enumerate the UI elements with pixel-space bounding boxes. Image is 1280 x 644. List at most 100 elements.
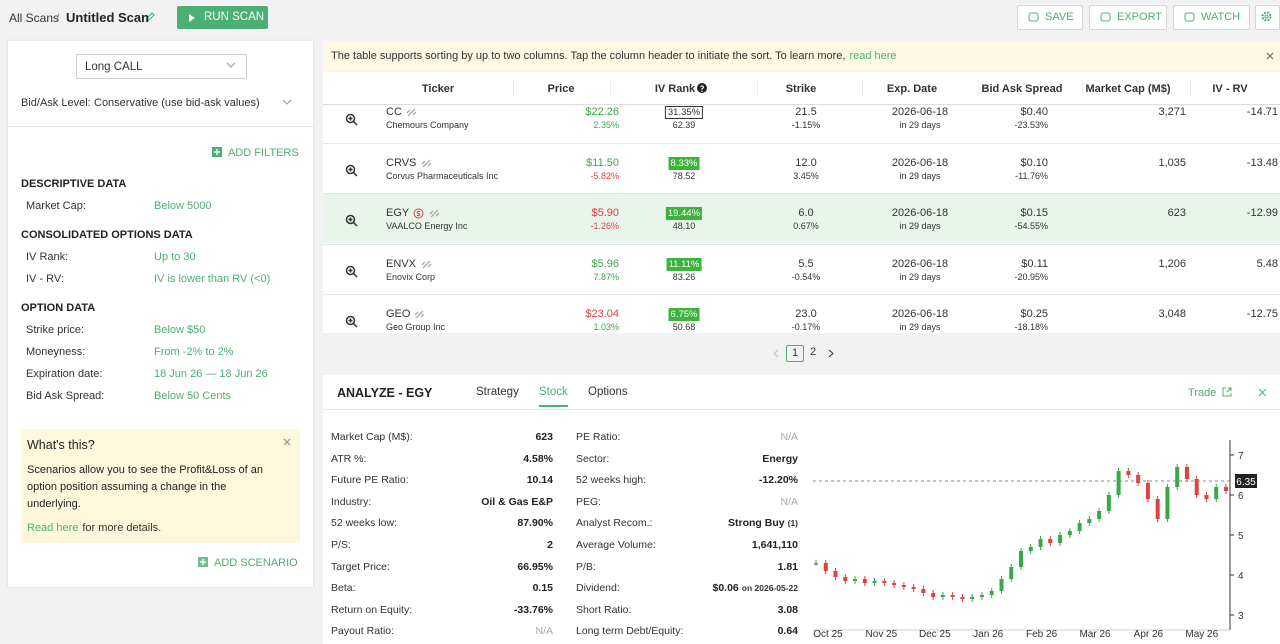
price-change: -5.82% — [590, 170, 619, 181]
gear-icon[interactable] — [1260, 10, 1273, 23]
strike: 21.5 — [795, 106, 817, 118]
ticker[interactable]: CRVS — [386, 156, 417, 169]
column-header[interactable]: IV - RV — [1212, 83, 1248, 95]
run-scan-label[interactable]: RUN SCAN — [204, 11, 265, 23]
tab[interactable]: Strategy — [476, 386, 519, 398]
action-icon[interactable] — [1028, 12, 1039, 22]
notice-link[interactable]: read here — [849, 50, 897, 62]
spread: $0.11 — [1021, 257, 1048, 270]
edit-icon[interactable] — [145, 12, 155, 22]
zoom-icon[interactable] — [345, 113, 358, 126]
tab[interactable]: Stock — [539, 386, 568, 407]
filter-label: Moneyness: — [26, 346, 86, 358]
spread: $0.15 — [1020, 207, 1048, 219]
info-link-suffix: for more details. — [82, 522, 162, 534]
iv-rv: -13.48 — [1246, 156, 1278, 169]
zoom-icon[interactable] — [345, 164, 358, 177]
zoom-icon[interactable] — [345, 315, 358, 328]
strike-sub: 3.45% — [793, 170, 819, 181]
chevron[interactable] — [282, 99, 292, 105]
ticker[interactable]: ENVX — [386, 257, 416, 270]
exp-date: 2026-06-18 — [891, 207, 949, 219]
page-number[interactable]: 1 — [786, 345, 804, 362]
action-label[interactable]: EXPORT — [1117, 11, 1163, 23]
column-header[interactable]: IV Rank — [654, 83, 696, 95]
price: $5.96 — [591, 257, 619, 270]
run-scan-button[interactable] — [177, 6, 268, 29]
trade-link[interactable]: Trade — [1188, 387, 1217, 399]
exp-date: 2026-06-18 — [891, 106, 949, 118]
info-link[interactable]: Read here — [27, 522, 79, 534]
iv-rv: -14.71 — [1246, 106, 1278, 118]
column-header[interactable]: Ticker — [421, 83, 455, 95]
filter-value[interactable]: Below 5000 — [154, 200, 212, 212]
column-separator — [610, 80, 611, 96]
prev-page[interactable] — [773, 349, 779, 358]
link-icon[interactable] — [414, 309, 425, 320]
exp-days: in 29 days — [899, 221, 941, 231]
stat-value: N/A — [535, 625, 553, 637]
filter-value[interactable]: IV is lower than RV (<0) — [154, 273, 271, 285]
add-scenario[interactable]: ADD SCENARIO — [214, 557, 298, 569]
filter-value[interactable]: Below $50 — [154, 324, 206, 336]
column-header[interactable]: Bid Ask Spread — [981, 83, 1063, 95]
column-header[interactable]: Price — [547, 83, 575, 95]
filter-value[interactable]: Up to 30 — [154, 251, 196, 263]
link-icon[interactable] — [429, 208, 440, 219]
spread: $0.10 — [1020, 156, 1048, 169]
stat-value: -33.76% — [514, 604, 553, 616]
close-icon[interactable] — [283, 438, 291, 446]
stat-label: ATR %: — [331, 452, 367, 465]
action-button[interactable] — [1017, 5, 1083, 30]
column-header[interactable]: Strike — [785, 83, 817, 95]
exp-date: 2026-06-18 — [891, 156, 949, 169]
filter-value[interactable]: Below 50 Cents — [154, 390, 232, 402]
action-label[interactable]: WATCH — [1201, 11, 1241, 23]
link-icon[interactable] — [421, 259, 432, 270]
bid-ask-value[interactable]: Conservative (use bid-ask values) — [94, 97, 260, 109]
action-button[interactable] — [1173, 5, 1250, 30]
action-icon[interactable] — [1100, 12, 1111, 22]
stat-label: Target Price: — [331, 560, 390, 573]
plus-icon[interactable] — [198, 557, 208, 567]
stat-value: 623 — [535, 431, 553, 443]
add-filters[interactable]: ADD FILTERS — [228, 147, 299, 159]
ticker[interactable]: EGY — [386, 207, 410, 219]
column-header[interactable]: Market Cap (M$) — [1085, 83, 1171, 95]
next-page[interactable] — [828, 349, 834, 358]
action-button[interactable] — [1089, 5, 1167, 30]
close-icon[interactable] — [1258, 388, 1267, 397]
zoom-icon[interactable] — [345, 214, 358, 227]
filter-value[interactable]: 18 Jun 26 — 18 Jun 26 — [154, 368, 268, 380]
info-box — [21, 429, 300, 543]
stat-label: Future PE Ratio: — [331, 474, 409, 487]
help-icon[interactable] — [697, 83, 707, 93]
stat-number: -33.76% — [513, 603, 553, 616]
action-icon[interactable] — [1184, 12, 1195, 22]
plus-icon[interactable] — [212, 147, 222, 157]
column-header[interactable]: Exp. Date — [886, 83, 938, 95]
close-icon[interactable] — [1266, 52, 1274, 60]
zoom-icon[interactable] — [345, 265, 358, 278]
info-text: Scenarios allow you to see the Profit&Lo… — [27, 464, 264, 510]
stat-value: 1,641,110 — [752, 539, 798, 551]
breadcrumb-link[interactable]: All Scans — [9, 11, 60, 25]
strategy-value[interactable]: Long CALL — [85, 61, 143, 73]
tab[interactable]: Options — [588, 386, 628, 398]
ticker[interactable]: GEO — [386, 308, 411, 320]
chevron[interactable] — [226, 62, 236, 68]
filter-value[interactable]: From -2% to 2% — [154, 346, 234, 358]
dividend-icon[interactable] — [413, 208, 424, 219]
strategy-select[interactable] — [76, 54, 247, 79]
action-label[interactable]: SAVE — [1045, 11, 1074, 23]
page-number[interactable]: 2 — [809, 346, 817, 358]
stat-label: Sector: — [576, 452, 610, 465]
ticker[interactable]: CC — [386, 106, 402, 118]
stat-label: Dividend: — [576, 582, 620, 595]
link-icon[interactable] — [406, 107, 417, 118]
stat-number: 4.58% — [523, 452, 553, 465]
link-icon[interactable] — [421, 158, 432, 169]
iv-rank: 6.75% — [668, 308, 700, 321]
external-icon[interactable] — [1222, 387, 1232, 397]
play-icon[interactable] — [189, 14, 195, 22]
